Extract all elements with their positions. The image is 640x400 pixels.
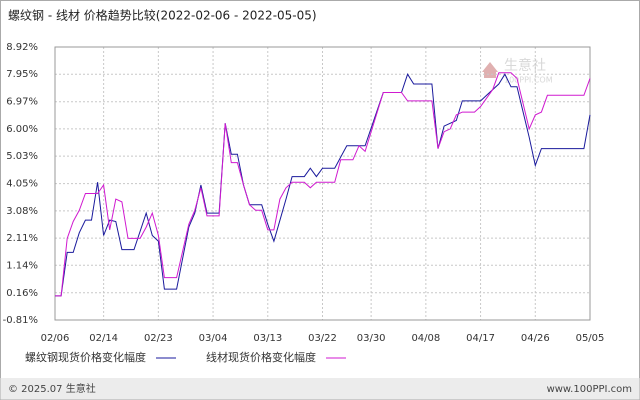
series-line xyxy=(55,72,591,297)
series-line xyxy=(55,73,591,297)
watermark-logo xyxy=(482,62,498,78)
x-tick-label: 03/04 xyxy=(199,333,228,344)
y-tick-label: 7.95% xyxy=(6,69,38,80)
watermark-text: 生意社 xyxy=(504,57,546,74)
y-tick-label: 8.92% xyxy=(6,42,38,53)
x-tick-label: 03/22 xyxy=(308,333,337,344)
y-tick-label: 1.14% xyxy=(6,260,38,271)
footer-left: © 2025.07 生意社 xyxy=(8,382,96,395)
x-tick-label: 04/26 xyxy=(521,333,550,344)
y-tick-label: 5.03% xyxy=(6,151,38,162)
x-tick-label: 02/23 xyxy=(144,333,173,344)
legend-label: 螺纹钢现货价格变化幅度 xyxy=(25,350,146,364)
y-tick-label: -0.81% xyxy=(3,315,38,326)
x-tick-label: 04/17 xyxy=(466,333,495,344)
y-tick-label: 3.08% xyxy=(6,206,38,217)
y-tick-label: 6.97% xyxy=(6,97,38,108)
x-tick-label: 03/13 xyxy=(253,333,282,344)
x-tick-label: 03/30 xyxy=(357,333,386,344)
x-tick-label: 04/08 xyxy=(411,333,440,344)
footer-bar xyxy=(0,378,640,400)
x-tick-label: 02/06 xyxy=(41,333,70,344)
x-tick-label: 02/14 xyxy=(89,333,118,344)
chart-title: 螺纹钢 - 线材 价格趋势比较(2022-02-06 - 2022-05-05) xyxy=(8,8,317,23)
footer-right: www.100PPI.com xyxy=(547,384,632,395)
watermark-text: 100PPI.COM xyxy=(504,76,553,85)
y-tick-label: 4.05% xyxy=(6,179,38,190)
y-tick-label: 2.11% xyxy=(6,233,38,244)
y-tick-label: 0.16% xyxy=(6,288,38,299)
plot-frame xyxy=(54,46,591,321)
legend-label: 线材现货价格变化幅度 xyxy=(206,350,316,364)
watermark: 生意社 100PPI.COM xyxy=(482,57,553,85)
y-tick-label: 6.00% xyxy=(6,124,38,135)
x-tick-label: 05/05 xyxy=(576,333,605,344)
